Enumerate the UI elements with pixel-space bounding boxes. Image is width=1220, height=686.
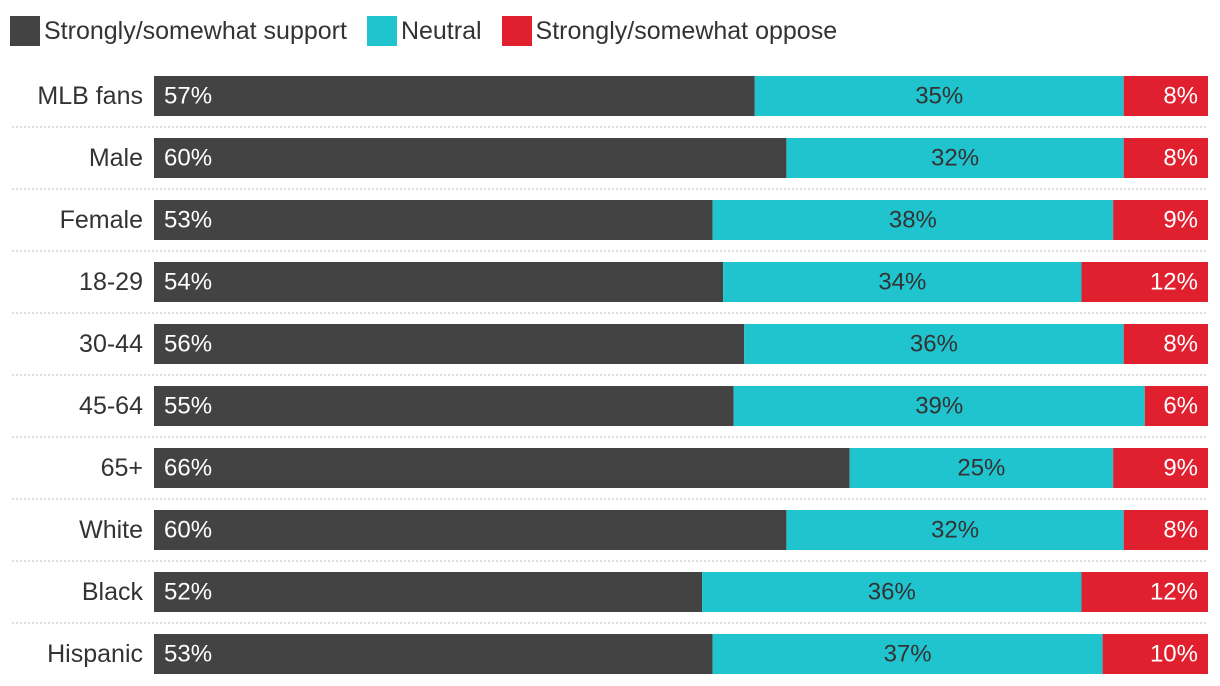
legend-label-support: Strongly/somewhat support xyxy=(44,16,347,45)
bar-oppose-30-44 xyxy=(1123,324,1208,364)
bar-oppose-female xyxy=(1113,200,1208,240)
bar-oppose-hispanic xyxy=(1102,634,1208,674)
bar-neutral-white xyxy=(786,510,1124,550)
bar-support-30-44 xyxy=(154,324,745,364)
legend-item-oppose: Strongly/somewhat oppose xyxy=(501,16,838,46)
bar-support-female xyxy=(154,200,713,240)
value-label-oppose-hispanic: 10% xyxy=(1150,641,1198,668)
bar-support-18-29 xyxy=(154,262,724,302)
value-label-support-white: 60% xyxy=(164,517,212,544)
value-label-support-mlb-fans: 57% xyxy=(164,83,212,110)
bar-neutral-30-44 xyxy=(744,324,1124,364)
bar-support-black xyxy=(154,572,703,612)
value-label-neutral-mlb-fans: 35% xyxy=(915,83,963,110)
value-label-oppose-18-29: 12% xyxy=(1150,269,1198,296)
category-label-black: Black xyxy=(82,578,144,606)
value-label-oppose-65: 9% xyxy=(1163,455,1198,482)
bar-neutral-65 xyxy=(849,448,1114,488)
value-label-support-female: 53% xyxy=(164,207,212,234)
legend-swatch-oppose xyxy=(501,16,532,46)
value-label-oppose-45-64: 6% xyxy=(1163,393,1198,420)
bar-oppose-45-64 xyxy=(1144,386,1208,426)
legend: Strongly/somewhat support Neutral Strong… xyxy=(10,16,857,46)
bar-neutral-mlb-fans xyxy=(754,76,1124,116)
category-label-18-29: 18-29 xyxy=(79,268,143,296)
bar-oppose-mlb-fans xyxy=(1123,76,1208,116)
category-label-mlb-fans: MLB fans xyxy=(37,82,143,110)
bar-oppose-white xyxy=(1123,510,1208,550)
value-label-oppose-black: 12% xyxy=(1150,579,1198,606)
value-label-neutral-white: 32% xyxy=(931,517,979,544)
value-label-oppose-mlb-fans: 8% xyxy=(1163,83,1198,110)
bar-support-mlb-fans xyxy=(154,76,755,116)
value-label-support-18-29: 54% xyxy=(164,269,212,296)
value-label-neutral-30-44: 36% xyxy=(910,331,958,358)
legend-item-neutral: Neutral xyxy=(366,16,482,46)
bar-neutral-female xyxy=(712,200,1114,240)
value-label-support-30-44: 56% xyxy=(164,331,212,358)
bar-oppose-black xyxy=(1081,572,1208,612)
value-label-support-male: 60% xyxy=(164,145,212,172)
legend-label-neutral: Neutral xyxy=(400,16,482,45)
value-label-oppose-white: 8% xyxy=(1163,517,1198,544)
bar-support-hispanic xyxy=(154,634,713,674)
value-label-support-black: 52% xyxy=(164,579,212,606)
value-label-neutral-hispanic: 37% xyxy=(884,641,932,668)
value-label-support-45-64: 55% xyxy=(164,393,212,420)
bar-neutral-male xyxy=(786,138,1124,178)
bar-neutral-hispanic xyxy=(712,634,1103,674)
legend-swatch-support xyxy=(10,16,40,46)
bar-oppose-18-29 xyxy=(1081,262,1208,302)
category-label-45-64: 45-64 xyxy=(79,392,143,420)
value-label-support-65: 66% xyxy=(164,455,212,482)
legend-swatch-neutral xyxy=(366,16,397,46)
value-label-neutral-45-64: 39% xyxy=(915,393,963,420)
category-label-male: Male xyxy=(89,144,143,172)
value-label-support-hispanic: 53% xyxy=(164,641,212,668)
value-label-neutral-18-29: 34% xyxy=(878,269,926,296)
bar-oppose-65 xyxy=(1113,448,1208,488)
bar-neutral-18-29 xyxy=(723,262,1082,302)
value-label-neutral-female: 38% xyxy=(889,207,937,234)
bar-support-male xyxy=(154,138,787,178)
bar-support-white xyxy=(154,510,787,550)
value-label-neutral-black: 36% xyxy=(868,579,916,606)
bar-neutral-black xyxy=(702,572,1082,612)
category-label-hispanic: Hispanic xyxy=(47,640,143,668)
value-label-oppose-male: 8% xyxy=(1163,145,1198,172)
bar-support-45-64 xyxy=(154,386,734,426)
category-label-white: White xyxy=(79,516,143,544)
category-label-female: Female xyxy=(60,206,143,234)
legend-label-oppose: Strongly/somewhat oppose xyxy=(535,16,838,45)
category-label-30-44: 30-44 xyxy=(79,330,143,358)
value-label-oppose-female: 9% xyxy=(1163,207,1198,234)
bar-support-65 xyxy=(154,448,850,488)
category-label-65: 65+ xyxy=(101,454,143,482)
value-label-oppose-30-44: 8% xyxy=(1163,331,1198,358)
bar-oppose-male xyxy=(1123,138,1208,178)
value-label-neutral-male: 32% xyxy=(931,145,979,172)
bar-neutral-45-64 xyxy=(733,386,1145,426)
value-label-neutral-65: 25% xyxy=(957,455,1005,482)
legend-item-support: Strongly/somewhat support xyxy=(10,16,347,46)
